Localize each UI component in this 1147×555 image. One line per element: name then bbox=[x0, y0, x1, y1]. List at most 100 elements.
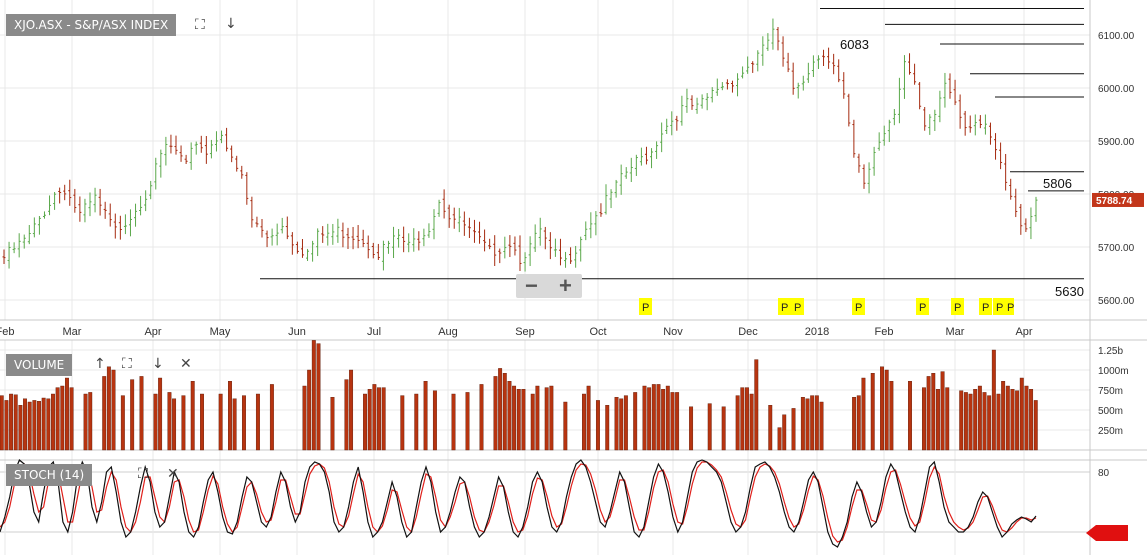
volume-bar bbox=[139, 376, 144, 451]
event-marker-label: P bbox=[1007, 302, 1014, 314]
price-tick-label: 5600.00 bbox=[1098, 296, 1135, 307]
volume-panel-title[interactable]: VOLUME bbox=[6, 354, 73, 376]
volume-bar bbox=[884, 369, 889, 451]
volume-bar bbox=[740, 387, 745, 451]
volume-bar bbox=[37, 401, 41, 451]
volume-bar bbox=[675, 392, 680, 451]
volume-bar bbox=[23, 398, 27, 451]
zoom-control: − + bbox=[516, 274, 582, 298]
volume-bar bbox=[516, 389, 521, 451]
volume-bar bbox=[167, 392, 172, 451]
volume-bar bbox=[754, 359, 759, 451]
arrow-up-icon[interactable]: ↑ bbox=[94, 356, 106, 372]
close-icon[interactable]: ✕ bbox=[167, 466, 179, 482]
month-label: Feb bbox=[0, 326, 14, 338]
volume-bar bbox=[414, 393, 419, 451]
event-marker bbox=[639, 298, 652, 315]
volume-bar bbox=[69, 387, 74, 451]
volume-bar bbox=[1024, 385, 1029, 451]
volume-bar bbox=[181, 395, 186, 451]
month-label: Apr bbox=[144, 326, 161, 338]
price-candles bbox=[2, 18, 1038, 272]
arrow-down-icon[interactable]: ↓ bbox=[152, 356, 164, 372]
volume-bar bbox=[987, 395, 992, 451]
zoom-out-button[interactable]: − bbox=[525, 273, 538, 298]
volume-bar bbox=[46, 398, 51, 451]
volume-bar bbox=[810, 395, 815, 451]
volume-bar bbox=[502, 373, 507, 451]
event-marker-label: P bbox=[954, 302, 961, 314]
close-icon[interactable]: ✕ bbox=[180, 356, 192, 372]
volume-bar bbox=[563, 401, 568, 451]
horizontal-levels bbox=[260, 8, 1084, 280]
volume-bar bbox=[665, 385, 670, 451]
volume-bar bbox=[498, 368, 503, 451]
volume-bar bbox=[926, 376, 931, 451]
volume-bar bbox=[255, 393, 260, 451]
volume-bar bbox=[819, 401, 824, 451]
chart-title[interactable]: XJO.ASX - S&P/ASX INDEX bbox=[6, 14, 177, 36]
volume-bar bbox=[241, 395, 246, 451]
volume-bar bbox=[689, 406, 694, 451]
volume-bar bbox=[432, 390, 437, 451]
volume-bar bbox=[670, 392, 675, 451]
volume-bar bbox=[959, 390, 964, 451]
volume-bar bbox=[13, 394, 18, 451]
volume-bar bbox=[800, 397, 805, 451]
expand-icon[interactable]: ⛶ bbox=[122, 356, 132, 372]
month-label: Feb bbox=[875, 326, 894, 338]
volume-bar bbox=[0, 395, 4, 451]
volume-bar bbox=[977, 385, 982, 451]
volume-bar bbox=[945, 387, 950, 451]
volume-bar bbox=[973, 389, 978, 451]
price-tick-label: 6000.00 bbox=[1098, 84, 1135, 95]
volume-bar bbox=[777, 427, 782, 451]
volume-bar bbox=[707, 403, 712, 451]
volume-bar bbox=[1033, 400, 1038, 451]
volume-bar bbox=[381, 387, 386, 451]
volume-bar bbox=[507, 381, 512, 451]
volume-bar bbox=[935, 389, 940, 451]
download-arrow-icon[interactable]: ↓ bbox=[225, 16, 237, 32]
volume-tick-label: 1.25b bbox=[1098, 346, 1123, 357]
month-label: Aug bbox=[438, 326, 458, 338]
month-label: Sep bbox=[515, 326, 535, 338]
zoom-in-button[interactable]: + bbox=[559, 273, 572, 298]
volume-bar bbox=[656, 384, 661, 451]
volume-bar bbox=[931, 373, 936, 451]
volume-bar bbox=[982, 392, 987, 451]
volume-bar bbox=[120, 395, 125, 451]
month-label: Mar bbox=[946, 326, 965, 338]
stoch-panel-title[interactable]: STOCH (14) bbox=[6, 464, 93, 486]
volume-bar bbox=[922, 387, 926, 451]
annotation-label: 5806 bbox=[1043, 176, 1072, 191]
volume-bar bbox=[172, 398, 177, 451]
volume-bar bbox=[349, 369, 354, 451]
event-marker bbox=[778, 298, 791, 315]
volume-tick-label: 1000m bbox=[1098, 366, 1129, 377]
volume-bars bbox=[0, 340, 1038, 451]
event-marker bbox=[979, 298, 992, 315]
month-label: Apr bbox=[1015, 326, 1032, 338]
event-marker-label: P bbox=[781, 302, 788, 314]
volume-bar bbox=[372, 384, 377, 451]
expand-icon[interactable]: ⛶ bbox=[195, 17, 205, 33]
volume-bar bbox=[302, 385, 307, 451]
volume-bar bbox=[805, 398, 810, 451]
volume-bar bbox=[791, 408, 796, 451]
volume-bar bbox=[619, 398, 624, 451]
expand-icon[interactable]: ⛶ bbox=[138, 466, 148, 482]
volume-bar bbox=[889, 381, 894, 451]
volume-bar bbox=[1001, 381, 1006, 451]
volume-bar bbox=[158, 377, 163, 451]
volume-bar bbox=[647, 387, 652, 451]
month-label: May bbox=[210, 326, 231, 338]
stoch-d-line bbox=[0, 461, 1037, 543]
event-marker-label: P bbox=[982, 302, 989, 314]
volume-bar bbox=[661, 389, 666, 451]
volume-bar bbox=[544, 387, 549, 451]
volume-bar bbox=[465, 392, 470, 451]
volume-bar bbox=[605, 405, 610, 451]
volume-bar bbox=[512, 385, 517, 451]
